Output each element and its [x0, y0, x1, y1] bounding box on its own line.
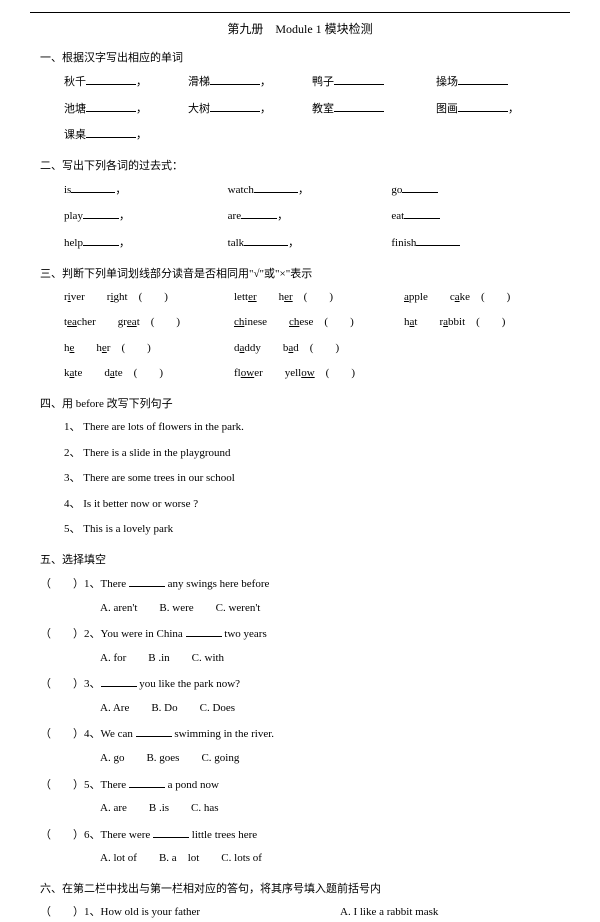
blank [129, 575, 165, 587]
s1-word: 大树 [188, 103, 210, 115]
blank [458, 100, 508, 112]
s6-left: How old is your father [101, 906, 201, 918]
blank [83, 207, 119, 219]
s4-item: 1、 There are lots of flowers in the park… [64, 419, 560, 437]
s2-word: is [64, 184, 71, 196]
s3-row: he her ( )daddy bad ( ) [64, 340, 560, 358]
s3-cell: river right ( ) [64, 289, 234, 307]
s1-word: 秋千 [64, 76, 86, 88]
s2-word: play [64, 210, 83, 222]
s1-word: 图画 [436, 103, 458, 115]
s1-word: 池塘 [64, 103, 86, 115]
s3-cell: letter her ( ) [234, 289, 404, 307]
s2-word: finish [391, 237, 416, 249]
s2-row1: is， watch， go [64, 181, 560, 200]
blank [86, 100, 136, 112]
s2-word: are [228, 210, 241, 222]
blank [136, 725, 172, 737]
s3-cell: flower yellow ( ) [234, 365, 404, 383]
blank [186, 625, 222, 637]
s3-cell: apple cake ( ) [404, 289, 560, 307]
blank [334, 73, 384, 85]
s2-word: help [64, 237, 83, 249]
blank [402, 181, 438, 193]
s5-opts: A. Are B. Do C. Does [100, 700, 560, 718]
s1-row3: 课桌， [64, 126, 560, 145]
blank [241, 207, 277, 219]
s3-cell: kate date ( ) [64, 365, 234, 383]
s1-row1: 秋千， 滑梯， 鸭子 操场 [64, 73, 560, 92]
s1-word: 课桌 [64, 129, 86, 141]
section2-head: 二、写出下列各词的过去式： [40, 157, 560, 173]
s4-item: 5、 This is a lovely park [64, 521, 560, 539]
blank [101, 675, 137, 687]
section6-head: 六、在第二栏中找出与第一栏相对应的答句，将其序号填入题前括号内 [40, 880, 560, 896]
s3-row: teacher great ( )chinese chese ( )hat ra… [64, 314, 560, 332]
s4-item: 4、 Is it better now or worse ? [64, 496, 560, 514]
blank [404, 207, 440, 219]
s3-row: kate date ( )flower yellow ( ) [64, 365, 560, 383]
s1-word: 滑梯 [188, 76, 210, 88]
s2-word: talk [228, 237, 245, 249]
s1-word: 教室 [312, 103, 334, 115]
s3-cell: teacher great ( ) [64, 314, 234, 332]
s5-opts: A. lot of B. a lot C. lots of [100, 850, 560, 868]
blank [334, 100, 384, 112]
blank [153, 826, 189, 838]
blank [254, 181, 298, 193]
blank [71, 181, 115, 193]
s3-cell: hat rabbit ( ) [404, 314, 560, 332]
s5-stem: （ ）3、 you like the park now? [40, 675, 560, 694]
s5-opts: A. aren't B. were C. weren't [100, 600, 560, 618]
blank [244, 234, 288, 246]
blank [416, 234, 460, 246]
s5-opts: A. go B. goes C. going [100, 750, 560, 768]
blank [210, 100, 260, 112]
s3-row: river right ( )letter her ( )apple cake … [64, 289, 560, 307]
blank [86, 73, 136, 85]
blank [86, 126, 136, 138]
s5-opts: A. are B .is C. has [100, 800, 560, 818]
s5-stem: （ ）2、You were in China two years [40, 625, 560, 644]
s3-cell [404, 365, 560, 383]
s3-cell: he her ( ) [64, 340, 234, 358]
blank [210, 73, 260, 85]
s3-cell [404, 340, 560, 358]
s5-opts: A. for B .in C. with [100, 650, 560, 668]
s1-word: 鸭子 [312, 76, 334, 88]
s1-row2: 池塘， 大树， 教室 图画， [64, 100, 560, 119]
blank [83, 234, 119, 246]
s6-row: （ ）1、How old is your father A. I like a … [40, 904, 560, 922]
section4-head: 四、用 before 改写下列句子 [40, 395, 560, 411]
section1-head: 一、根据汉字写出相应的单词 [40, 49, 560, 65]
s6-num: 1 [84, 906, 90, 918]
section3-head: 三、判断下列单词划线部分读音是否相同用"√"或"×"表示 [40, 265, 560, 281]
s6-right: A. I like a rabbit mask [340, 904, 560, 922]
s5-stem: （ ）1、There any swings here before [40, 575, 560, 594]
s2-word: eat [391, 210, 404, 222]
s1-word: 操场 [436, 76, 458, 88]
blank [129, 776, 165, 788]
s5-stem: （ ）4、We can swimming in the river. [40, 725, 560, 744]
blank [458, 73, 508, 85]
section5-head: 五、选择填空 [40, 551, 560, 567]
s3-cell: daddy bad ( ) [234, 340, 404, 358]
s2-row3: help， talk， finish [64, 234, 560, 253]
s4-item: 3、 There are some trees in our school [64, 470, 560, 488]
s2-word: watch [228, 184, 254, 196]
page-title: 第九册 Module 1 模块检测 [40, 20, 560, 37]
s2-word: go [391, 184, 402, 196]
s5-stem: （ ）5、There a pond now [40, 776, 560, 795]
top-border-line [30, 12, 570, 13]
s3-cell: chinese chese ( ) [234, 314, 404, 332]
s5-stem: （ ）6、There were little trees here [40, 826, 560, 845]
s2-row2: play， are， eat [64, 207, 560, 226]
s4-item: 2、 There is a slide in the playground [64, 445, 560, 463]
